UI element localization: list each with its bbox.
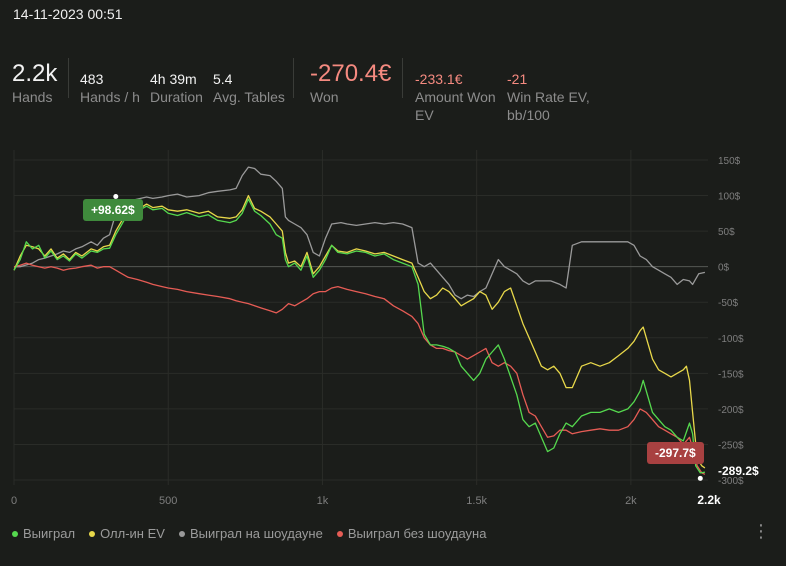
stat-amount-won-ev-label-2: EV — [415, 107, 434, 123]
y-tick-label: -250$ — [718, 440, 744, 451]
y-axis-labels: 150$ 100$ 50$ 0$ -50$ -100$ -150$ -200$ -250$ -30… — [718, 156, 744, 487]
chart-legend: Выиграл Олл-ин EV Выиграл на шоудауне Вы… — [12, 526, 486, 541]
stat-win-rate-ev-label: Win Rate EV, — [507, 89, 590, 105]
legend-dot-icon — [336, 530, 343, 537]
y-tick-label: -300$ — [718, 476, 744, 487]
more-vertical-icon[interactable]: ⋮ — [752, 521, 770, 541]
stat-hands-per-hour-label: Hands / h — [80, 89, 140, 105]
stat-win-rate-ev: -21 Win Rate EV, bb/100 — [507, 60, 590, 124]
y-tick-label: -50$ — [718, 298, 738, 309]
x-tick-label: 2k — [625, 495, 637, 507]
y-tick-label: 150$ — [718, 156, 741, 167]
stat-avg-tables-value: 5.4 — [213, 71, 233, 87]
legend-label: Выиграл на шоудауне — [189, 526, 323, 541]
stat-win-rate-ev-value: -21 — [507, 71, 528, 87]
y-tick-label: -200$ — [718, 405, 744, 416]
x-tick-label: 1.5k — [466, 495, 487, 507]
session-datetime: 14-11-2023 00:51 — [13, 6, 123, 22]
series-line-1 — [13, 194, 706, 469]
low-marker — [697, 475, 703, 481]
stat-hands-per-hour-value: 483 — [80, 71, 104, 87]
stat-separator — [402, 58, 403, 98]
stat-hands: 2.2k Hands — [12, 60, 57, 106]
series-line-0 — [13, 198, 705, 474]
x-tick-label: 0 — [11, 495, 17, 507]
stat-duration-label: Duration — [150, 89, 203, 105]
legend-item-won[interactable]: Выиграл — [12, 526, 75, 541]
stat-hands-value: 2.2k — [12, 60, 58, 87]
legend-dot-icon — [89, 530, 96, 537]
stat-won-label: Won — [310, 89, 339, 105]
x-tick-label: 1k — [317, 495, 329, 507]
stat-amount-won-ev-label: Amount Won — [415, 89, 496, 105]
chart-markers — [113, 194, 703, 481]
x-tick-label-current: 2.2k — [697, 493, 721, 507]
y-tick-label: 100$ — [718, 192, 741, 203]
y-tick-label: 0$ — [718, 263, 730, 274]
stat-separator — [293, 58, 294, 98]
legend-label: Выиграл без шоудауна — [347, 526, 487, 541]
y-tick-label: -100$ — [718, 334, 744, 345]
stat-duration: 4h 39m Duration — [150, 60, 203, 106]
legend-label: Олл-ин EV — [100, 526, 165, 541]
stat-won: -270.4€ Won — [310, 60, 391, 106]
legend-item-showdown[interactable]: Выиграл на шоудауне — [178, 526, 323, 541]
stat-amount-won-ev-value: -233.1€ — [415, 71, 463, 87]
series-line-2 — [14, 166, 706, 300]
legend-item-non-showdown[interactable]: Выиграл без шоудауна — [336, 526, 487, 541]
series-line-3 — [13, 262, 706, 475]
peak-marker — [113, 194, 119, 200]
stat-won-value: -270.4€ — [310, 60, 392, 87]
stat-amount-won-ev: -233.1€ Amount Won EV — [415, 60, 496, 124]
legend-item-allin-ev[interactable]: Олл-ин EV — [89, 526, 165, 541]
stat-hands-per-hour: 483 Hands / h — [80, 60, 140, 106]
legend-label: Выиграл — [23, 526, 76, 541]
stat-avg-tables: 5.4 Avg. Tables — [213, 60, 285, 106]
x-tick-label: 500 — [159, 495, 177, 507]
legend-dot-icon — [178, 530, 185, 537]
end-value-label: -289.2$ — [718, 464, 759, 478]
peak-badge: +98.62$ — [83, 199, 143, 221]
legend-dot-icon — [12, 530, 18, 537]
y-tick-label: -150$ — [718, 369, 744, 380]
stat-hands-label: Hands — [12, 89, 53, 105]
y-tick-label: 50$ — [718, 227, 735, 238]
low-badge: -297.7$ — [647, 442, 704, 464]
x-axis-labels: 0 500 1k 1.5k 2k 2.2k — [11, 493, 721, 507]
stat-avg-tables-label: Avg. Tables — [213, 89, 285, 105]
stat-separator — [68, 58, 69, 98]
stat-duration-value: 4h 39m — [150, 71, 197, 87]
chart-gridlines — [13, 150, 708, 485]
stat-win-rate-ev-label-2: bb/100 — [507, 107, 550, 123]
